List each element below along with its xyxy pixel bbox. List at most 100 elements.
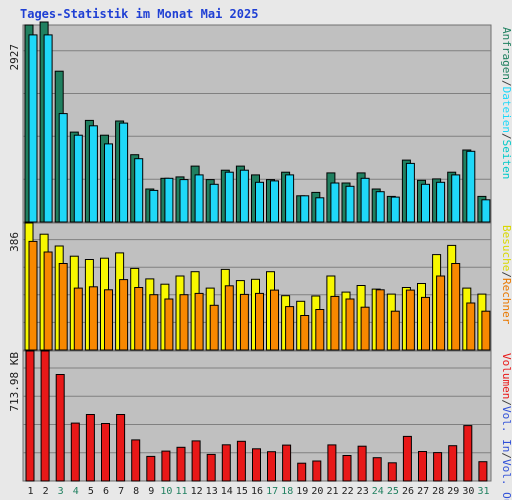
bar-volumen-day-22: [342, 455, 352, 482]
bar-volumen-day-31: [478, 461, 488, 482]
bar-volumen-day-14: [221, 444, 231, 482]
legend-item: Rechner: [500, 278, 512, 325]
bar-rechner-day-28: [436, 275, 446, 351]
bar-volumen-day-20: [312, 460, 322, 482]
legend-item: Dateien: [500, 87, 512, 133]
bar-dateien-day-16: [255, 181, 264, 223]
bar-rechner-day-29: [451, 263, 461, 351]
bar-dateien-day-21: [330, 182, 340, 223]
bar-dateien-day-29: [451, 174, 461, 223]
bar-volumen-day-8: [131, 439, 141, 482]
legend-item: /: [500, 80, 512, 87]
bar-volumen-day-19: [297, 462, 307, 482]
bar-dateien-day-31: [481, 199, 491, 223]
bar-volumen-day-13: [206, 453, 216, 482]
day-label-29: 29: [447, 486, 459, 497]
bar-dateien-day-7: [119, 122, 129, 223]
bar-volumen-day-5: [85, 414, 95, 482]
bar-rechner-day-7: [119, 279, 129, 351]
bar-dateien-day-9: [149, 189, 159, 223]
bar-dateien-day-27: [421, 183, 430, 223]
legend-item: /: [500, 452, 512, 459]
bar-volumen-day-29: [448, 445, 458, 482]
bar-volumen-day-11: [176, 446, 186, 482]
bar-dateien-day-26: [405, 162, 415, 223]
legend-2: Besuche/Rechner: [500, 225, 512, 325]
bar-dateien-day-10: [164, 177, 174, 223]
bar-volumen-day-10: [161, 450, 171, 482]
day-label-6: 6: [103, 486, 109, 497]
bar-volumen-day-3: [55, 374, 65, 482]
bar-rechner-day-17: [270, 289, 279, 351]
bar-volumen-day-16: [252, 448, 261, 482]
day-label-27: 27: [417, 486, 429, 497]
bar-rechner-day-15: [239, 293, 249, 351]
y-max-label-1: 2927: [8, 44, 21, 71]
bar-volumen-day-23: [357, 445, 367, 482]
bar-rechner-day-24: [375, 289, 385, 351]
bar-volumen-day-7: [116, 414, 126, 482]
y-max-label-3: 713.98 KB: [8, 352, 21, 412]
bar-dateien-day-30: [466, 150, 476, 223]
bar-dateien-day-8: [134, 158, 144, 223]
day-label-10: 10: [160, 486, 172, 497]
day-label-12: 12: [191, 486, 203, 497]
bar-dateien-day-19: [300, 195, 310, 223]
bar-rechner-day-3: [58, 263, 68, 351]
day-label-9: 9: [148, 486, 154, 497]
bar-rechner-day-19: [300, 315, 310, 351]
bar-rechner-day-23: [360, 306, 370, 351]
day-label-11: 11: [175, 486, 187, 497]
bar-dateien-day-28: [436, 181, 446, 223]
day-label-23: 23: [357, 486, 369, 497]
bar-rechner-day-31: [481, 310, 491, 351]
bar-volumen-day-18: [282, 444, 292, 482]
legend-item: Volumen: [500, 353, 512, 399]
legend-item: /: [500, 271, 512, 278]
bar-volumen-day-4: [70, 422, 80, 482]
day-label-14: 14: [221, 486, 233, 497]
day-label-3: 3: [58, 486, 64, 497]
legend-3: Volumen/Vol. In/Vol. Out: [500, 353, 512, 500]
legend-item: /: [500, 399, 512, 406]
bar-rechner-day-30: [466, 302, 476, 351]
day-label-8: 8: [133, 486, 139, 497]
bar-dateien-day-18: [285, 174, 295, 223]
day-label-26: 26: [402, 486, 414, 497]
day-label-22: 22: [342, 486, 354, 497]
bar-dateien-day-23: [360, 177, 370, 223]
bar-rechner-day-20: [315, 309, 325, 351]
day-label-17: 17: [266, 486, 278, 497]
legend-item: /: [500, 133, 512, 140]
day-label-24: 24: [372, 486, 384, 497]
bar-volumen-day-17: [267, 451, 276, 482]
bar-rechner-day-22: [345, 298, 355, 351]
legend-item: Seiten: [500, 140, 512, 180]
bar-dateien-day-25: [390, 196, 400, 223]
bar-rechner-day-13: [209, 304, 219, 351]
bar-dateien-day-2: [43, 34, 53, 223]
day-label-16: 16: [251, 486, 263, 497]
chart-title: Tages-Statistik im Monat Mai 2025: [20, 7, 259, 21]
bar-volumen-day-6: [101, 423, 110, 482]
day-label-19: 19: [296, 486, 308, 497]
bar-volumen-day-1: [25, 350, 35, 482]
bar-dateien-day-20: [315, 197, 325, 223]
bar-dateien-day-4: [73, 134, 83, 223]
legend-1: Anfragen/Dateien/Seiten: [500, 27, 512, 179]
bar-rechner-day-21: [330, 295, 340, 351]
legend-item: Anfragen: [500, 27, 512, 80]
day-label-5: 5: [88, 486, 94, 497]
legend-item: Vol. In: [500, 406, 512, 452]
day-label-2: 2: [43, 486, 49, 497]
bar-volumen-day-26: [402, 435, 412, 482]
day-label-28: 28: [432, 486, 444, 497]
bar-rechner-day-18: [285, 306, 295, 351]
bar-rechner-day-2: [43, 251, 53, 351]
bar-volumen-day-9: [146, 455, 156, 482]
day-label-31: 31: [477, 486, 489, 497]
bar-volumen-day-21: [327, 444, 337, 482]
day-label-15: 15: [236, 486, 248, 497]
bar-dateien-day-11: [179, 179, 189, 223]
